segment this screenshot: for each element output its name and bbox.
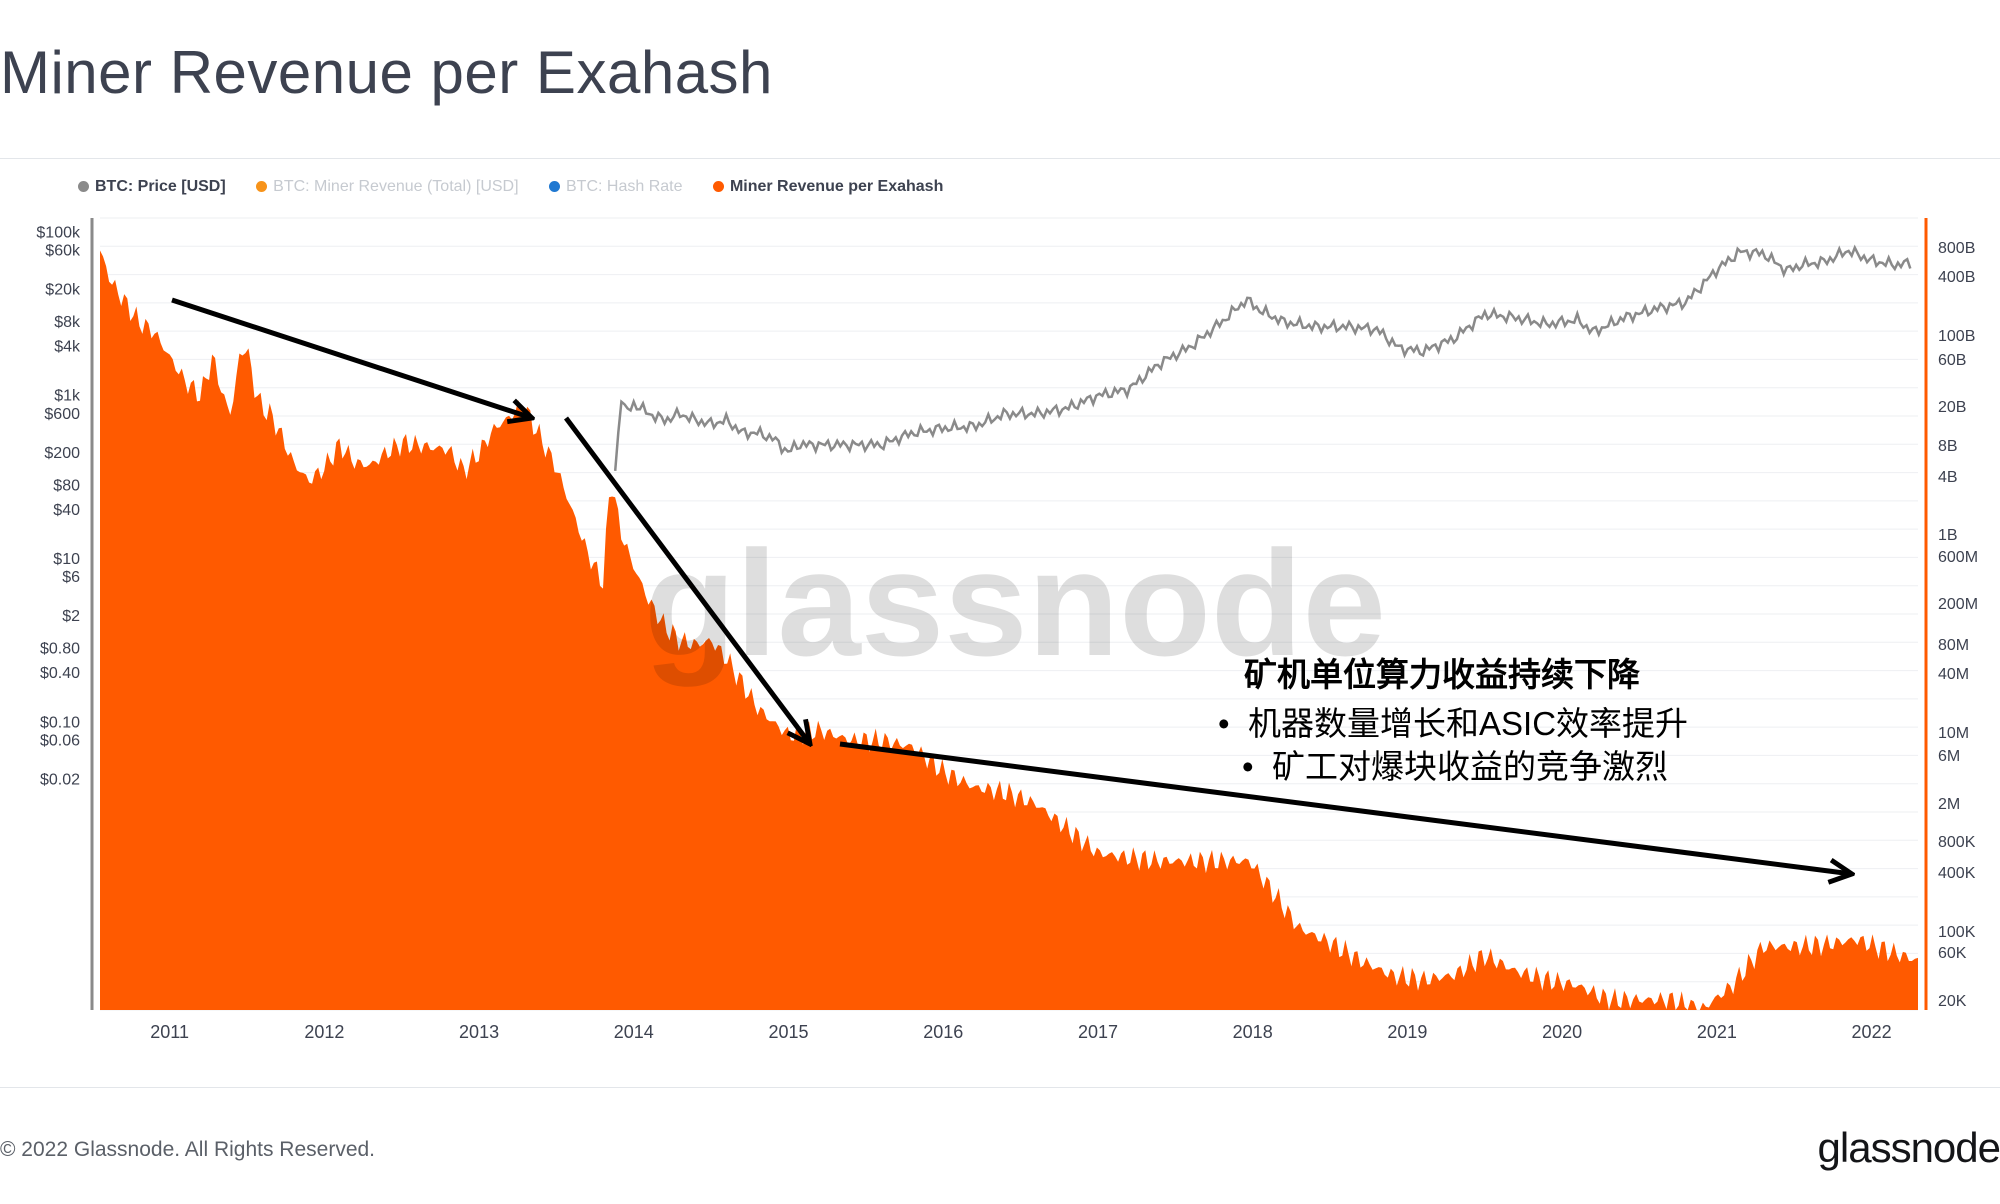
y-left-tick-label: $60k — [45, 242, 81, 259]
legend-item-btc-price[interactable]: BTC: Price [USD] — [78, 178, 226, 196]
x-tick-label: 2015 — [768, 1022, 808, 1042]
y-right-tick-label: 800B — [1938, 240, 1975, 257]
y-left-tick-label: $4k — [54, 339, 81, 356]
legend-label: BTC: Price [USD] — [95, 178, 226, 195]
y-right-tick-label: 20K — [1938, 993, 1967, 1010]
bullet-icon: • — [1218, 705, 1230, 742]
y-left-tick-label: $200 — [44, 445, 80, 462]
watermark-logo: glassnode — [644, 519, 1386, 687]
y-left-tick-label: $0.06 — [40, 732, 80, 749]
x-tick-label: 2012 — [304, 1022, 344, 1042]
y-right-tick-label: 8B — [1938, 438, 1958, 455]
x-tick-label: 2021 — [1697, 1022, 1737, 1042]
y-left-tick-label: $100k — [36, 224, 81, 241]
y-left-tick-label: $40 — [53, 502, 80, 519]
annotation-box: 矿机单位算力收益持续下降 • 机器数量增长和ASIC效率提升 • 矿工对爆块收益的竞… — [1218, 648, 1688, 788]
y-right-tick-label: 60K — [1938, 945, 1967, 962]
x-tick-label: 2016 — [923, 1022, 963, 1042]
btc-price-line — [613, 244, 1912, 472]
y-right-tick-label: 400B — [1938, 269, 1975, 286]
y-left-tick-label: $80 — [53, 477, 80, 494]
y-right-tick-label: 1B — [1938, 527, 1958, 544]
x-tick-label: 2013 — [459, 1022, 499, 1042]
y-right-tick-label: 2M — [1938, 796, 1960, 813]
y-right-tick-label: 10M — [1938, 725, 1969, 742]
y-left-tick-label: $10 — [53, 551, 80, 568]
x-tick-label: 2020 — [1542, 1022, 1582, 1042]
annotation-list: • 机器数量增长和ASIC效率提升 • 矿工对爆块收益的竞争激烈 — [1218, 702, 1688, 788]
chart-frame — [0, 158, 2000, 1088]
x-tick-label: 2022 — [1852, 1022, 1892, 1042]
legend-label: BTC: Hash Rate — [566, 178, 683, 195]
y-left-tick-label: $20k — [45, 281, 81, 298]
chart-legend: BTC: Price [USD] BTC: Miner Revenue (Tot… — [78, 178, 969, 198]
y-left-tick-label: $8k — [54, 314, 81, 331]
x-tick-label: 2018 — [1233, 1022, 1273, 1042]
bullet-icon: • — [1242, 748, 1254, 785]
y-right-tick-label: 40M — [1938, 666, 1969, 683]
trend-arrow-icon — [839, 741, 1852, 874]
y-right-tick-label: 200M — [1938, 596, 1978, 613]
legend-item-miner-revenue-total[interactable]: BTC: Miner Revenue (Total) [USD] — [256, 178, 519, 196]
y-right-tick-label: 400K — [1938, 865, 1976, 882]
page-title: Miner Revenue per Exahash — [0, 39, 773, 106]
y-right-tick-label: 20B — [1938, 399, 1966, 416]
legend-dot-icon — [549, 181, 560, 192]
annotation-bullet-text: 矿工对爆块收益的竞争激烈 — [1272, 748, 1668, 785]
trend-arrow-icon — [563, 416, 810, 744]
y-left-tick-label: $2 — [62, 608, 80, 625]
revenue-per-exahash-area — [100, 250, 1918, 1010]
y-left-tick-label: $6 — [62, 569, 80, 586]
x-tick-label: 2011 — [150, 1022, 189, 1042]
y-right-tick-label: 6M — [1938, 748, 1960, 765]
legend-dot-icon — [256, 181, 268, 192]
x-tick-label: 2019 — [1387, 1022, 1427, 1042]
legend-dot-icon — [712, 181, 724, 192]
annotation-title: 矿机单位算力收益持续下降 — [1244, 656, 1640, 693]
y-left-tick-label: $0.80 — [40, 641, 80, 658]
legend-item-revenue-per-exahash[interactable]: Miner Revenue per Exahash — [712, 178, 944, 196]
y-left-tick-label: $0.10 — [40, 714, 80, 731]
x-tick-label: 2017 — [1078, 1022, 1118, 1042]
y-left-tick-label: $600 — [44, 406, 80, 423]
x-tick-label: 2014 — [614, 1022, 654, 1042]
legend-item-hash-rate[interactable]: BTC: Hash Rate — [549, 178, 682, 196]
y-left-tick-label: $1k — [54, 388, 81, 405]
trend-arrow-icon — [171, 297, 532, 418]
y-right-tick-label: 800K — [1938, 834, 1976, 851]
y-left-tick-label: $0.02 — [40, 771, 80, 788]
y-right-tick-label: 60B — [1938, 352, 1966, 369]
y-left-tick-label: $0.40 — [40, 665, 80, 682]
glassnode-logo: glassnode — [1817, 1124, 2000, 1171]
y-right-tick-label: 4B — [1938, 469, 1958, 486]
legend-dot-icon — [78, 181, 89, 192]
legend-label: Miner Revenue per Exahash — [729, 178, 944, 195]
legend-label: BTC: Miner Revenue (Total) [USD] — [273, 178, 519, 195]
y-right-tick-label: 80M — [1938, 637, 1969, 654]
annotation-bullet-text: 机器数量增长和ASIC效率提升 — [1248, 705, 1689, 742]
copyright-text: © 2022 Glassnode. All Rights Reserved. — [0, 1138, 376, 1161]
y-right-tick-label: 100K — [1938, 924, 1976, 941]
y-right-tick-label: 100B — [1938, 328, 1975, 345]
y-right-tick-label: 600M — [1938, 549, 1978, 566]
annotation-bullet: • 矿工对爆块收益的竞争激烈 — [1242, 745, 1688, 788]
annotation-bullet: • 机器数量增长和ASIC效率提升 — [1218, 702, 1688, 745]
